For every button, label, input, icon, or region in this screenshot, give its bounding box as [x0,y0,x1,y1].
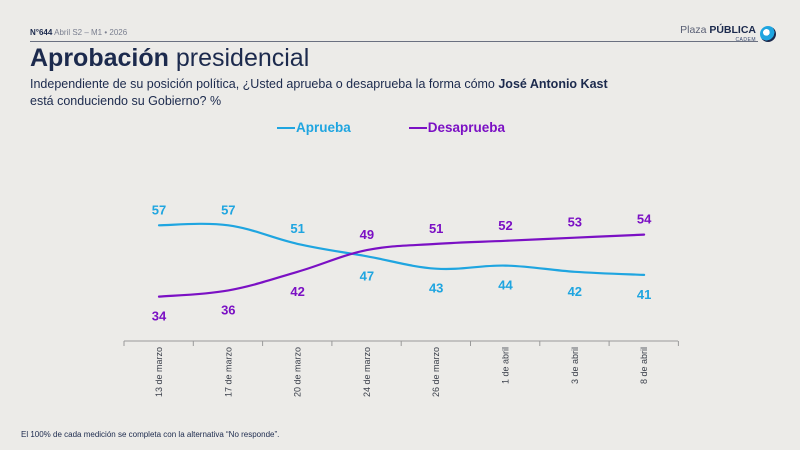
report-number: N°644 [30,28,53,37]
title-bold: Aprobación [30,44,169,72]
page-title: Aprobación presidencial [30,44,309,73]
plaza-publica-logo: Plaza PÚBLICA CADEM [680,22,776,46]
speech-bubble-icon [760,26,776,42]
question-name: José Antonio Kast [498,77,608,91]
x-tick-label: 26 de marzo [431,347,441,397]
header-divider [30,41,758,42]
legend-item-desaprueba: Desaprueba [408,120,506,135]
survey-question: Independiente de su posición política, ¿… [30,76,730,110]
series-line-aprueba [157,222,646,276]
x-tick-label: 13 de marzo [154,347,164,397]
chart-legend: Aprueba Desaprueba [277,120,505,135]
data-label-desaprueba: 49 [360,227,374,242]
data-label-desaprueba: 51 [429,221,443,236]
data-label-aprueba: 41 [637,287,651,302]
x-tick-label: 17 de marzo [223,347,233,397]
data-label-aprueba: 42 [568,284,582,299]
data-label-desaprueba: 36 [221,302,235,317]
data-label-aprueba: 43 [429,281,443,296]
logo-subtext: CADEM [735,36,756,43]
legend-item-aprueba: Aprueba [277,120,351,135]
data-label-desaprueba: 34 [152,309,167,324]
data-label-aprueba: 51 [290,221,304,236]
data-label-aprueba: 57 [221,202,235,217]
question-text: Independiente de su posición política, ¿… [30,77,499,91]
report-period: Abril S2 – M1 • 2026 [54,28,128,37]
series-line-desaprueba [157,233,646,298]
logo-text-light: Plaza [680,24,707,37]
x-tick-label: 24 de marzo [362,347,372,397]
data-label-desaprueba: 54 [637,212,652,227]
x-tick-label: 20 de marzo [293,347,303,397]
data-label-desaprueba: 53 [568,215,582,230]
title-rest: presidencial [175,44,310,72]
legend-swatch [277,126,295,129]
x-tick-label: 3 de abril [570,347,580,384]
data-label-aprueba: 47 [360,268,374,283]
data-label-desaprueba: 52 [498,218,512,233]
footnote: El 100% de cada medición se completa con… [21,430,280,439]
x-tick-label: 8 de abril [639,347,649,384]
legend-label: Desaprueba [427,120,506,135]
legend-swatch [408,126,427,129]
question-text-line2: está conduciendo su Gobierno? % [30,94,222,108]
report-header: N°644 Abril S2 – M1 • 2026 [30,28,127,37]
data-label-aprueba: 44 [498,278,513,293]
data-label-aprueba: 57 [152,202,166,217]
logo-text-bold: PÚBLICA [709,24,756,37]
x-tick-label: 1 de abril [501,347,511,384]
legend-label: Aprueba [296,120,351,135]
data-label-desaprueba: 42 [290,284,304,299]
